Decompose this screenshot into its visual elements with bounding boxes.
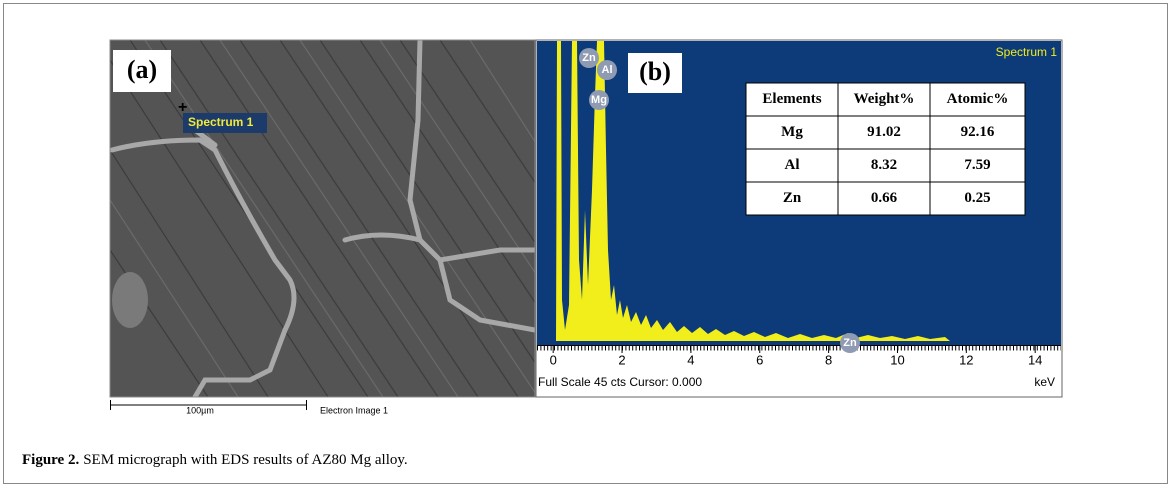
table-cell: 92.16 xyxy=(961,124,995,140)
results-table: Elements Weight% Atomic% Mg 91.02 92.16 Al 8.32… xyxy=(746,83,1025,215)
marker-label: Spectrum 1 xyxy=(188,115,254,129)
x-tick-label: 10 xyxy=(890,352,904,367)
x-tick-label: 12 xyxy=(959,352,973,367)
x-tick-label: 2 xyxy=(618,352,625,367)
x-tick-label: 4 xyxy=(687,352,694,367)
peak-label: Mg xyxy=(591,94,607,106)
image-name: Electron Image 1 xyxy=(320,405,388,415)
table-cell: 0.25 xyxy=(964,190,990,206)
peak-label: Zn xyxy=(843,337,857,349)
table-header: Elements xyxy=(762,91,821,107)
status-line: Full Scale 45 cts Cursor: 0.000 xyxy=(538,375,702,389)
x-tick-label: 8 xyxy=(825,352,832,367)
caption-label: Figure 2. xyxy=(22,452,79,468)
peak-label: Al xyxy=(602,64,613,76)
caption-text: SEM micrograph with EDS results of AZ80 … xyxy=(83,452,407,468)
table-cell: Al xyxy=(785,157,800,173)
table-cell: 91.02 xyxy=(867,124,901,140)
table-cell: Mg xyxy=(781,124,803,140)
scale-bar-label: 100µm xyxy=(186,405,214,415)
caption: Figure 2.SEM micrograph with EDS results… xyxy=(22,452,408,468)
table-header: Weight% xyxy=(854,91,915,107)
table-cell: 8.32 xyxy=(871,157,897,173)
table-cell: 0.66 xyxy=(871,190,898,206)
peak-label: Zn xyxy=(582,52,596,64)
table-cell: Zn xyxy=(783,190,802,206)
x-tick-label: 14 xyxy=(1028,352,1042,367)
page: (a) + Spectrum 1 100µm Electron Image 1 … xyxy=(0,0,1171,485)
table-header: Atomic% xyxy=(947,91,1009,107)
panel-label: (b) xyxy=(639,57,671,86)
x-tick-label: 6 xyxy=(756,352,763,367)
panel-label: (a) xyxy=(127,55,157,84)
x-tick-label: 0 xyxy=(550,352,557,367)
x-unit: keV xyxy=(1034,375,1055,389)
table-cell: 7.59 xyxy=(964,157,990,173)
spectrum-name: Spectrum 1 xyxy=(996,45,1058,59)
